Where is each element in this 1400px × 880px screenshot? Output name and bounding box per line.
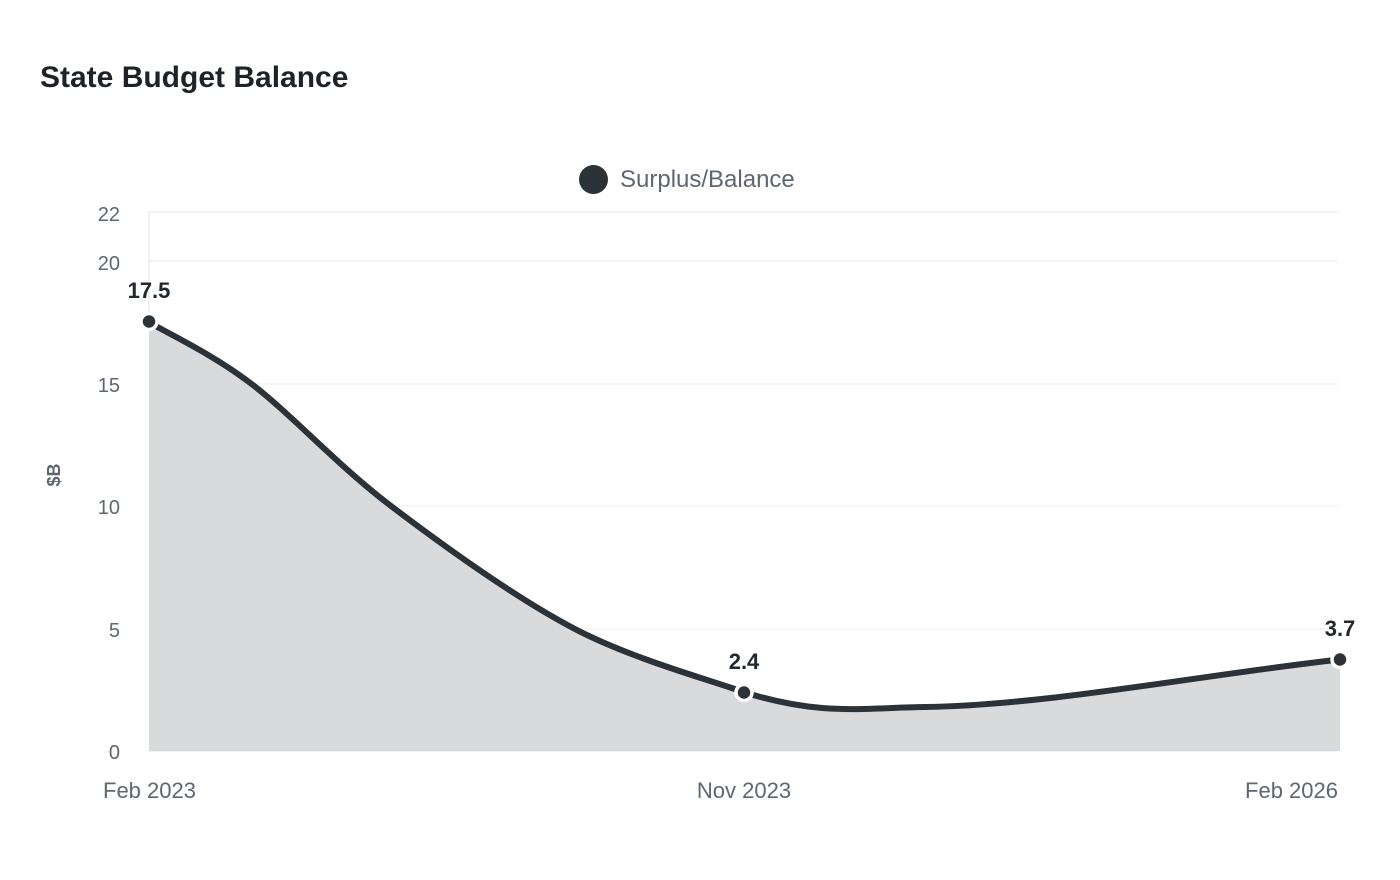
- svg-text:5: 5: [109, 620, 120, 642]
- svg-text:20: 20: [98, 253, 120, 275]
- svg-text:Feb 2023: Feb 2023: [103, 778, 196, 803]
- svg-text:3.7: 3.7: [1325, 616, 1356, 641]
- svg-text:Nov 2023: Nov 2023: [697, 778, 791, 803]
- svg-text:2.4: 2.4: [729, 649, 760, 674]
- svg-text:17.5: 17.5: [128, 278, 171, 303]
- svg-text:0: 0: [109, 742, 120, 764]
- svg-text:$B: $B: [44, 463, 64, 486]
- svg-text:Feb 2026: Feb 2026: [1245, 778, 1338, 803]
- svg-text:15: 15: [98, 375, 120, 397]
- svg-text:22: 22: [98, 204, 120, 226]
- svg-text:10: 10: [98, 497, 120, 519]
